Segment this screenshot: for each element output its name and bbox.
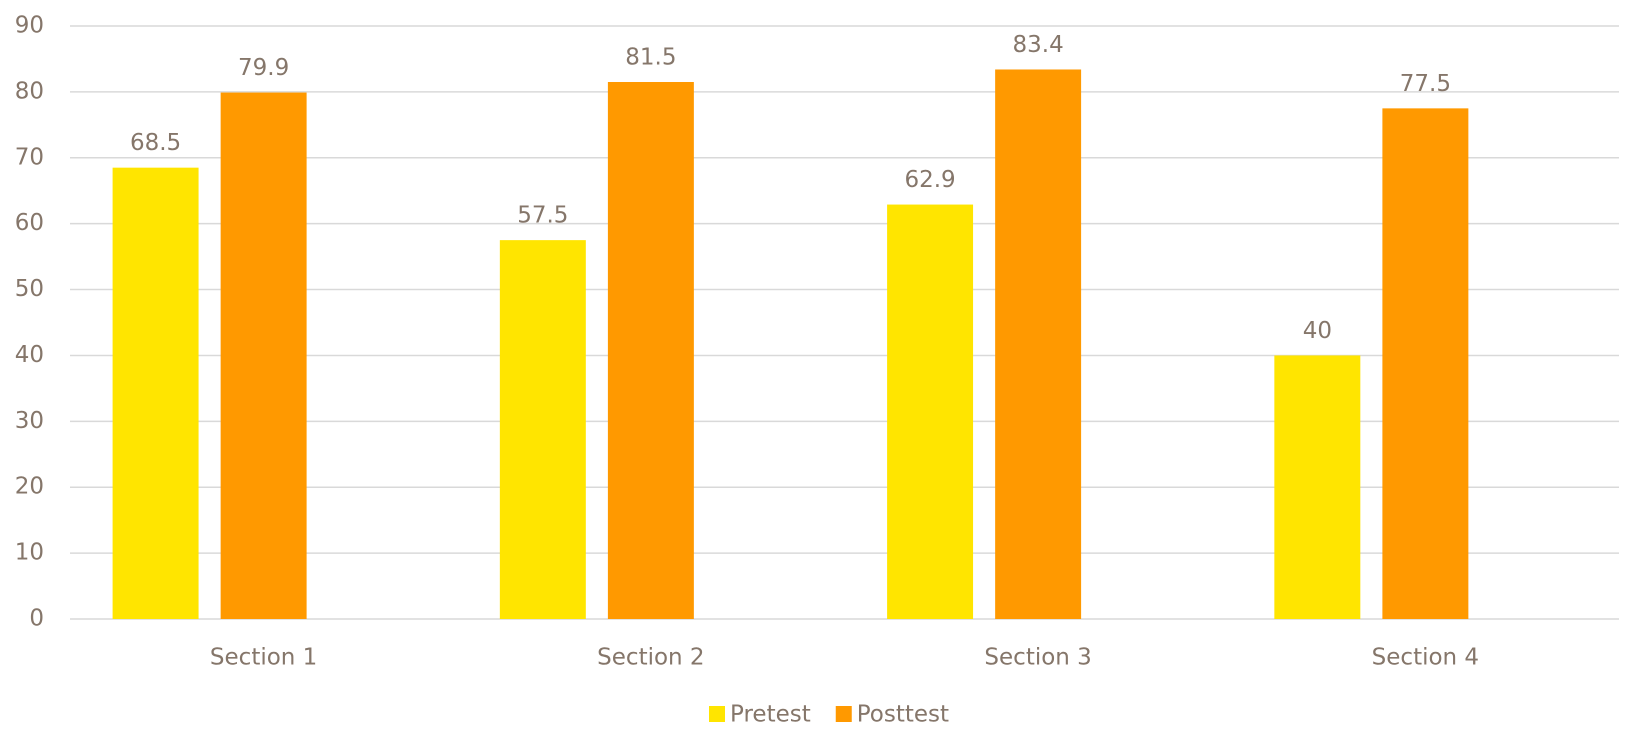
value-label: 57.5: [517, 203, 568, 229]
y-tick-label: 0: [29, 606, 44, 632]
value-label: 83.4: [1013, 32, 1064, 58]
legend-swatch: [835, 706, 852, 722]
bar: [995, 69, 1082, 619]
value-label: 81.5: [625, 45, 676, 71]
bar: [112, 167, 199, 619]
bar: [499, 240, 586, 619]
y-tick-label: 90: [15, 13, 44, 39]
legend-swatch: [709, 706, 725, 722]
x-tick-label: Section 4: [1372, 645, 1479, 671]
y-tick-label: 40: [15, 342, 44, 368]
value-label: 68.5: [130, 130, 181, 156]
value-label: 77.5: [1400, 71, 1451, 97]
y-tick-label: 30: [15, 408, 44, 434]
x-tick-label: Section 1: [210, 645, 317, 671]
bar: [1274, 355, 1361, 619]
bar: [220, 92, 307, 619]
x-tick-label: Section 2: [597, 645, 704, 671]
value-label: 79.9: [238, 55, 289, 81]
y-tick-label: 70: [15, 144, 44, 170]
y-tick-label: 10: [15, 540, 44, 566]
y-tick-label: 80: [15, 78, 44, 104]
bar: [1382, 108, 1469, 619]
bar: [607, 82, 694, 619]
legend-label: Posttest: [857, 702, 949, 728]
y-tick-label: 60: [15, 210, 44, 236]
bar: [887, 204, 974, 619]
y-tick-label: 20: [15, 474, 44, 500]
y-tick-label: 50: [15, 276, 44, 302]
legend-label: Pretest: [730, 702, 811, 728]
x-tick-label: Section 3: [984, 645, 1091, 671]
value-label: 40: [1303, 318, 1332, 344]
value-label: 62.9: [904, 167, 955, 193]
